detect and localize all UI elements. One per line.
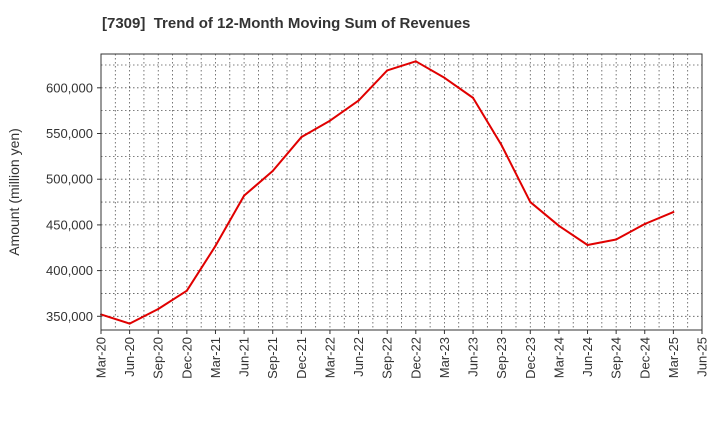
x-tick-label: Jun-25 <box>695 337 710 377</box>
data-point <box>643 222 646 225</box>
y-tick-label: 600,000 <box>46 80 93 95</box>
x-tick-label: Dec-22 <box>408 337 423 379</box>
y-tick-label: 500,000 <box>46 172 93 187</box>
series-layer <box>100 60 675 325</box>
data-point <box>243 194 246 197</box>
y-tick-label: 550,000 <box>46 126 93 141</box>
x-tick-label: Sep-20 <box>151 337 166 379</box>
data-point <box>672 211 675 214</box>
data-point <box>214 244 217 247</box>
y-tick-label: 350,000 <box>46 309 93 324</box>
x-tick-label: Sep-21 <box>265 337 280 379</box>
data-point <box>128 322 131 325</box>
x-tick-label: Jun-23 <box>466 337 481 377</box>
x-tick-label: Mar-23 <box>437 337 452 378</box>
y-tick-label: 400,000 <box>46 263 93 278</box>
revenue-series-line <box>100 60 674 325</box>
data-point <box>443 76 446 79</box>
plot-frame <box>100 53 703 331</box>
data-point <box>615 238 618 241</box>
x-tick-label: Sep-24 <box>609 337 624 379</box>
x-tick-label: Dec-21 <box>294 337 309 379</box>
x-tick-label: Sep-22 <box>380 337 395 379</box>
x-tick-label: Mar-20 <box>94 337 109 378</box>
data-point <box>328 119 331 122</box>
data-point <box>529 201 532 204</box>
data-point <box>357 99 360 102</box>
y-axis: 350,000 400,000 450,000 500,000 550,000 600,0… <box>46 80 101 324</box>
x-tick-label: Jun-24 <box>580 337 595 377</box>
x-tick-label: Sep-23 <box>494 337 509 379</box>
x-tick-label: Jun-20 <box>122 337 137 377</box>
x-tick-label: Mar-24 <box>551 337 566 378</box>
data-point <box>386 69 389 72</box>
data-point <box>557 224 560 227</box>
x-tick-label: Jun-21 <box>237 337 252 377</box>
grid-layer <box>101 54 702 330</box>
y-tick-label: 450,000 <box>46 217 93 232</box>
x-tick-label: Mar-22 <box>322 337 337 378</box>
chart-title: [7309] Trend of 12-Month Moving Sum of R… <box>102 15 471 32</box>
x-tick-label: Dec-23 <box>523 337 538 379</box>
data-point <box>300 136 303 139</box>
x-axis: Mar-20 Jun-20 Sep-20 Dec-20 Mar-21 Jun-21 Sep-… <box>94 330 710 379</box>
data-point <box>157 307 160 310</box>
x-tick-label: Jun-22 <box>351 337 366 377</box>
x-tick-label: Dec-20 <box>179 337 194 379</box>
data-point <box>185 289 188 292</box>
data-point <box>472 96 475 99</box>
data-point <box>271 169 274 172</box>
data-point <box>500 144 503 147</box>
x-tick-label: Dec-24 <box>637 337 652 379</box>
x-tick-label: Mar-25 <box>666 337 681 378</box>
y-axis-title: Amount (million yen) <box>6 128 22 256</box>
x-tick-label: Mar-21 <box>208 337 223 378</box>
data-point <box>586 244 589 247</box>
data-point <box>414 60 417 63</box>
